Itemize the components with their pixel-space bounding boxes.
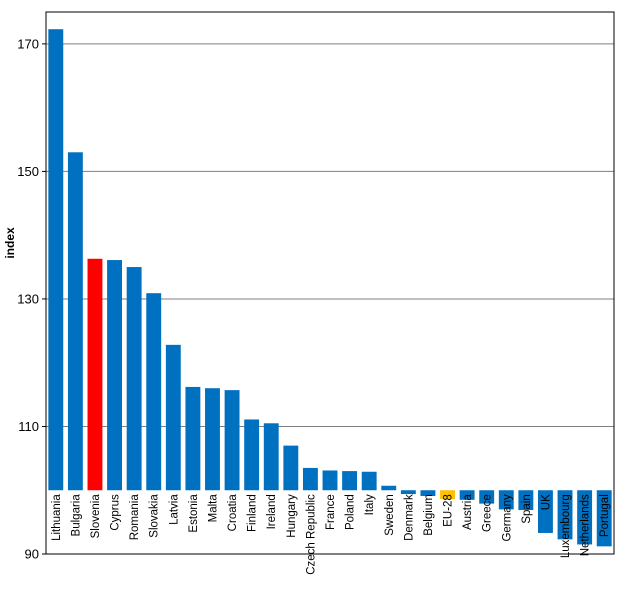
- bar-croatia: [224, 390, 240, 491]
- category-label: Denmark: [403, 494, 415, 541]
- bar-bulgaria: [67, 152, 83, 491]
- bar-denmark: [400, 490, 416, 495]
- category-label: Germany: [501, 494, 513, 542]
- bar-portugal: [596, 490, 612, 547]
- category-labels: Lithuania Bulgaria Slovenia Cyprus Romania Sl…: [51, 494, 611, 575]
- category-label: Portugal: [599, 494, 611, 537]
- category-label: Croatia: [227, 494, 239, 532]
- category-label: Cyprus: [110, 494, 122, 531]
- y-tick-label: 150: [17, 164, 39, 179]
- y-axis-title: index: [3, 227, 17, 259]
- y-tick-label: 90: [25, 547, 39, 562]
- bar-eu-28: [440, 490, 455, 500]
- bar-finland: [244, 419, 260, 491]
- category-label: Netherlands: [580, 494, 592, 556]
- category-label: Italy: [364, 494, 376, 515]
- category-label: Poland: [345, 494, 357, 530]
- category-label: France: [325, 494, 337, 530]
- category-label: Slovenia: [90, 494, 102, 539]
- bar-romania: [126, 267, 142, 491]
- bar-latvia: [165, 344, 181, 491]
- bar-luxembourg: [557, 490, 573, 540]
- category-label: Malta: [207, 494, 219, 523]
- category-label: Lithuania: [51, 494, 63, 541]
- category-label: UK: [540, 494, 552, 510]
- bar-ireland: [263, 423, 279, 491]
- category-label: Luxembourg: [560, 494, 572, 558]
- bar-hungary: [283, 445, 299, 491]
- bar-malta: [205, 388, 220, 491]
- bar-belgium: [420, 490, 436, 496]
- plot-area-frame: [45, 11, 615, 555]
- category-label: Slovakia: [149, 494, 161, 538]
- bar-estonia: [185, 386, 201, 491]
- y-tick-label: 170: [17, 36, 39, 51]
- category-label: Greece: [482, 494, 494, 532]
- bar-netherlands: [577, 490, 593, 545]
- bar-slovakia: [146, 293, 162, 491]
- category-label: EU-28: [443, 494, 455, 527]
- bar-poland: [342, 471, 358, 491]
- category-label: Czech Republic: [305, 494, 317, 575]
- category-label: Bulgaria: [70, 494, 82, 537]
- y-axis-ticks: 90 110 130 150 170: [17, 36, 46, 562]
- bar-czech-republic: [302, 467, 318, 491]
- y-tick-label: 130: [17, 291, 39, 306]
- category-label: Spain: [521, 494, 533, 523]
- category-label: Finland: [247, 494, 259, 532]
- category-label: Latvia: [168, 494, 180, 525]
- category-label: Estonia: [188, 494, 200, 533]
- bar-cyprus: [107, 260, 122, 491]
- category-label: Austria: [462, 494, 474, 530]
- bar-slovenia: [87, 258, 103, 491]
- category-label: Romania: [129, 494, 141, 541]
- category-label: Ireland: [266, 494, 278, 529]
- bar-france: [322, 470, 338, 491]
- bar-uk: [538, 490, 553, 533]
- category-label: Hungary: [286, 494, 298, 538]
- bar-germany: [498, 490, 514, 510]
- bar-austria: [459, 490, 475, 500]
- bar-italy: [361, 471, 377, 491]
- y-tick-label: 110: [18, 419, 39, 434]
- bars: [48, 29, 612, 547]
- bar-lithuania: [48, 29, 64, 491]
- bar-greece: [479, 490, 495, 504]
- category-label: Sweden: [384, 494, 396, 536]
- bar-spain: [518, 490, 534, 511]
- bar-sweden: [381, 485, 397, 491]
- category-label: Belgium: [423, 494, 435, 536]
